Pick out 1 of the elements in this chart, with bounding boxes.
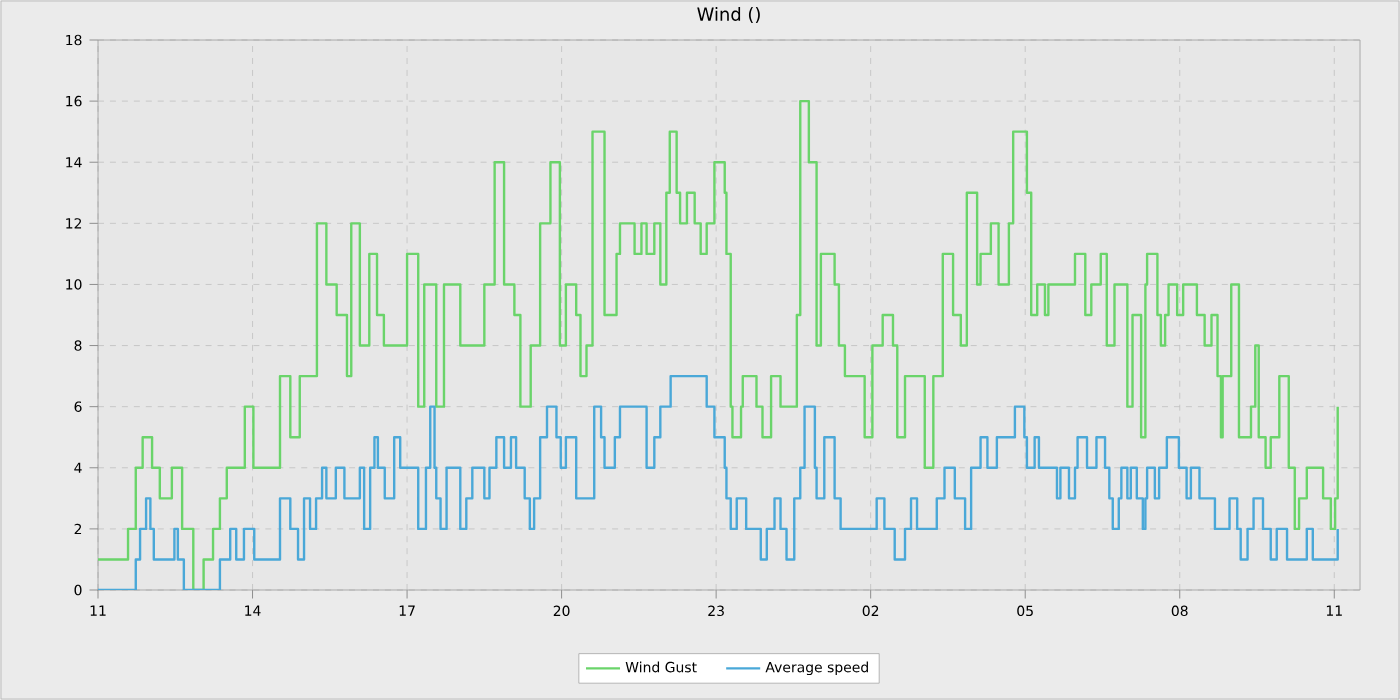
chart-title: Wind () (697, 7, 760, 24)
